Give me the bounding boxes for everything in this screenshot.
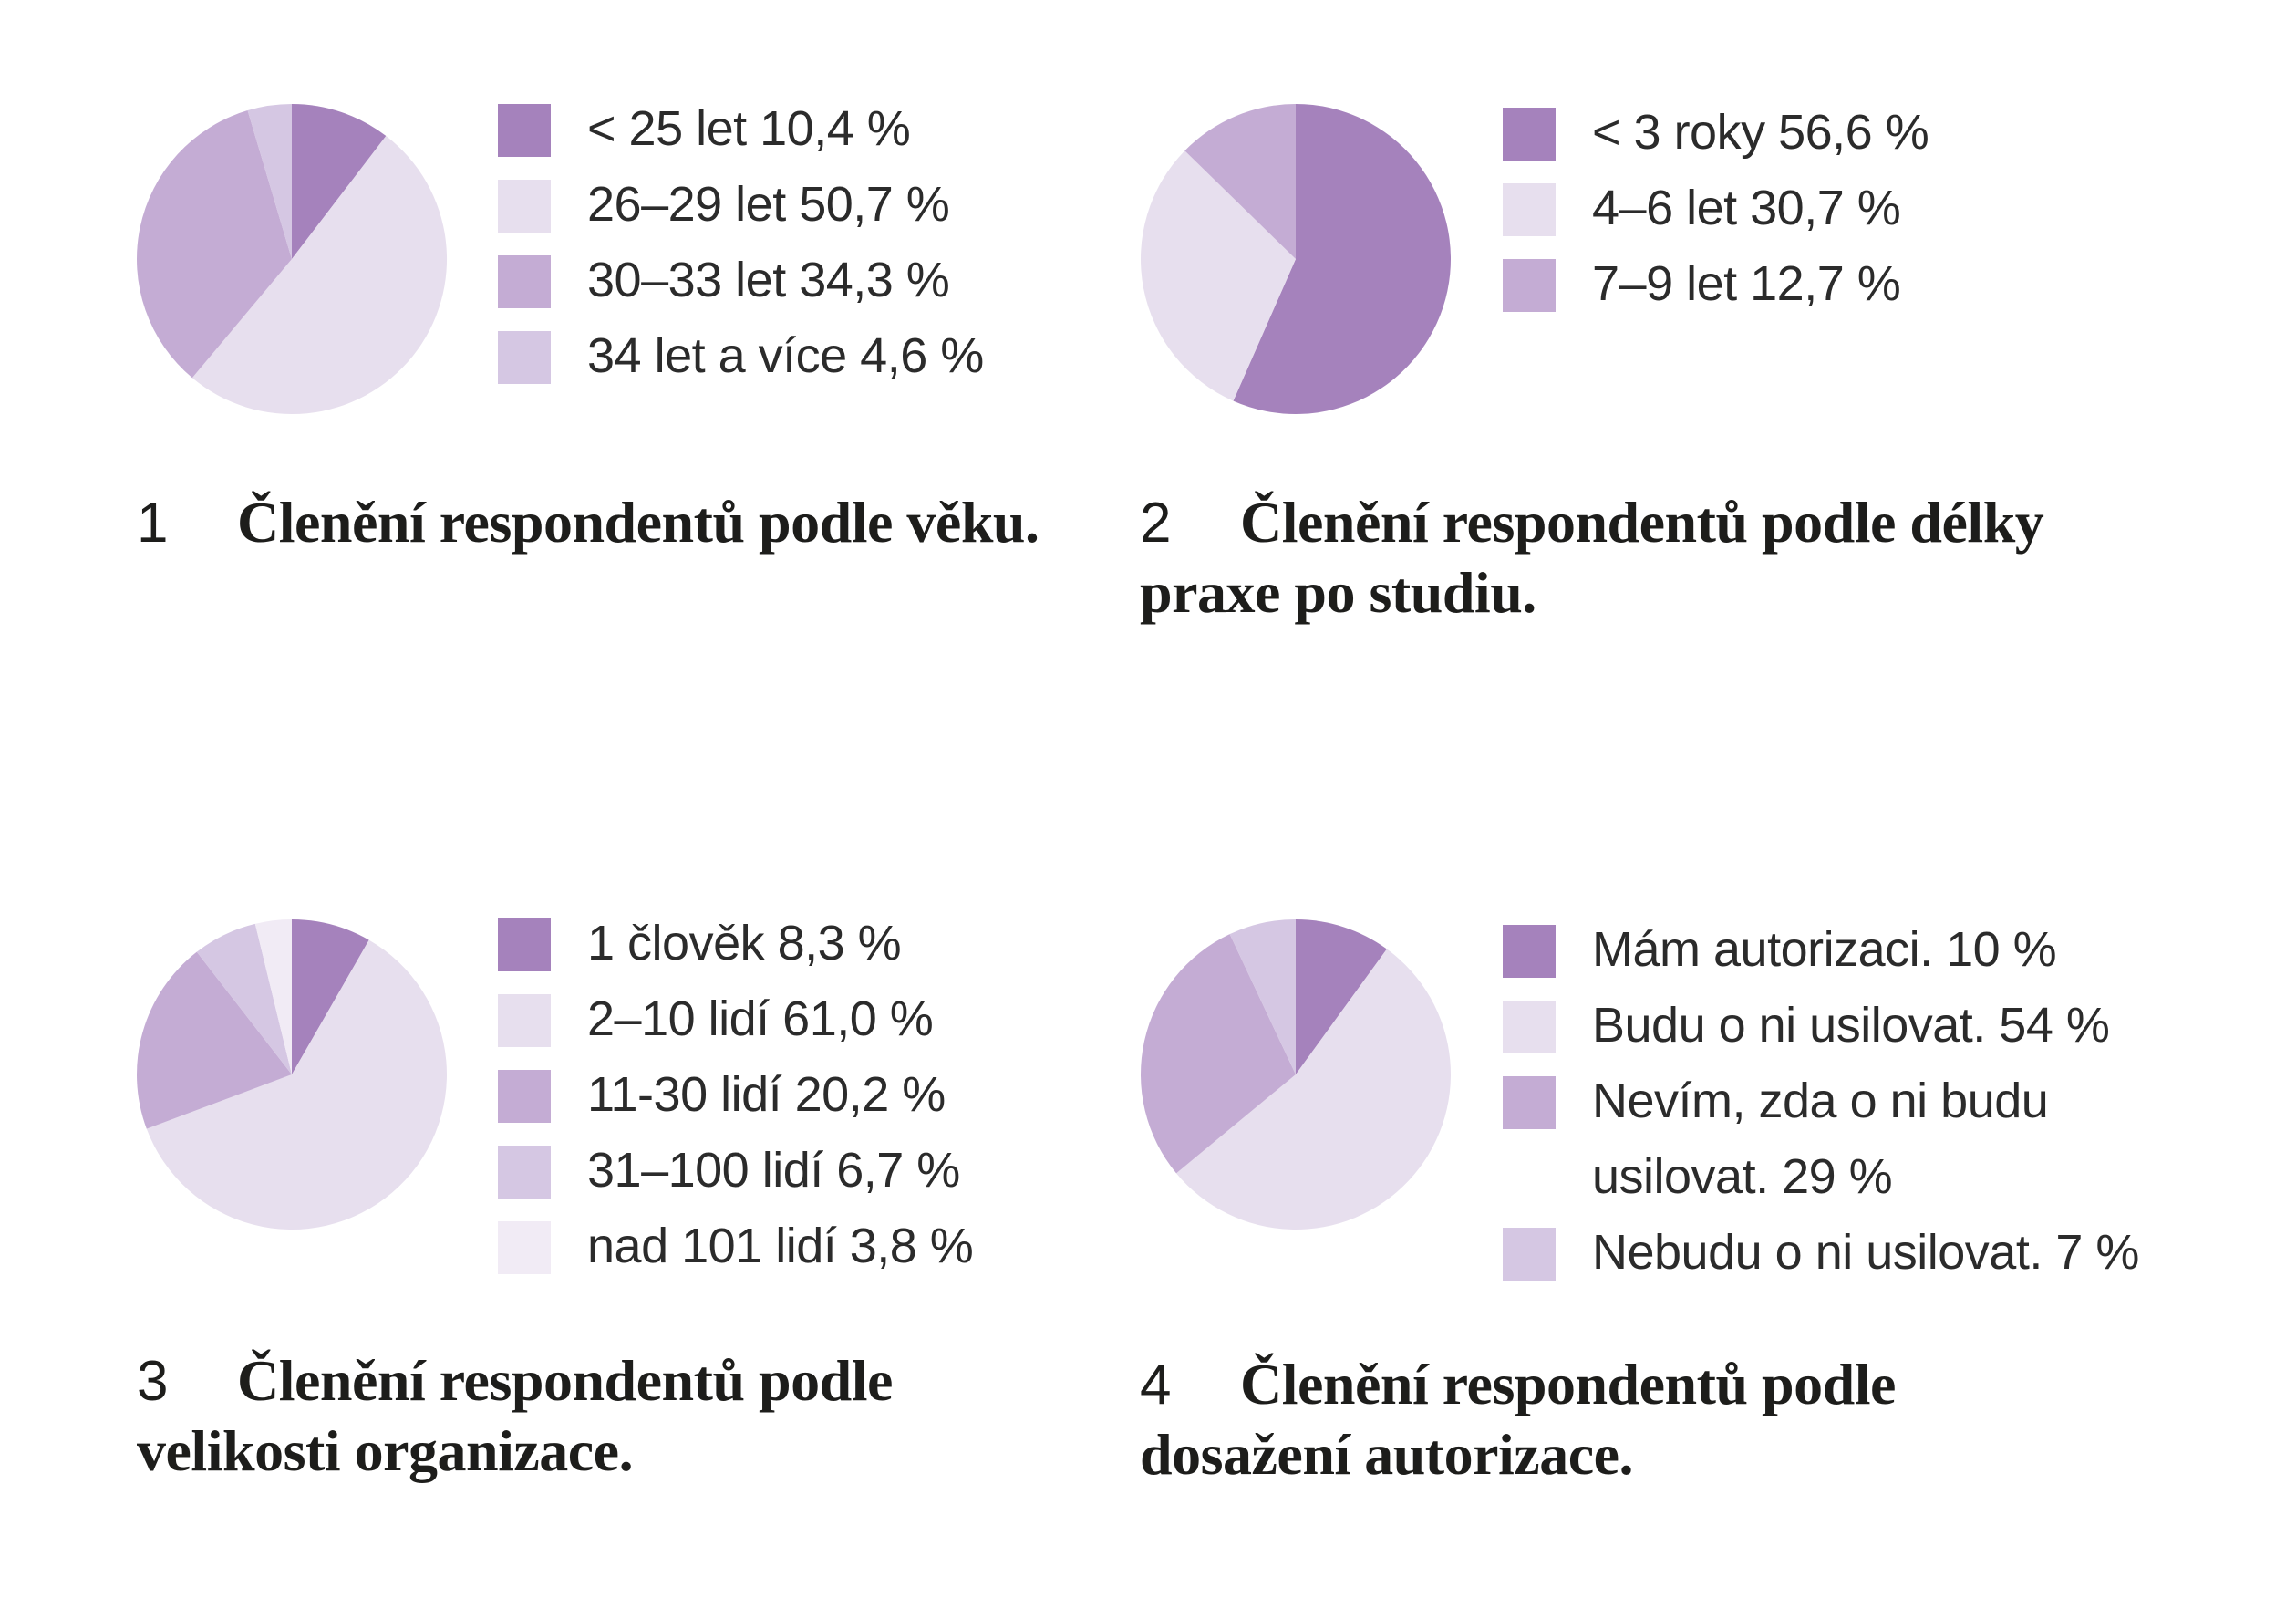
- legend-item: Mám autorizaci. 10 %: [1503, 912, 2196, 988]
- legend-swatch: [1503, 1001, 1556, 1053]
- pie-slice-3: [1184, 104, 1296, 259]
- legend-swatch: [498, 255, 551, 308]
- legend-label: nad 101 lidí 3,8 %: [587, 1219, 974, 1273]
- caption-title: Členění respondentů podle dosažení autor…: [1140, 1352, 1896, 1487]
- pie-chart-3: [137, 919, 448, 1230]
- legend-item: 11-30 lidí 20,2 %: [498, 1057, 1081, 1133]
- pie-slice-2: [146, 939, 448, 1230]
- legend-item: Nevím, zda o ni budu usilovat. 29 %: [1503, 1064, 2196, 1215]
- legend-3: 1 člověk 8,3 % 2–10 lidí 61,0 % 11-30 lidí…: [498, 906, 1081, 1284]
- pie-slice-1: [1296, 919, 1387, 1074]
- pie-slice-3: [137, 110, 292, 379]
- pie-slice-1: [1233, 104, 1452, 414]
- caption-title: Členění respondentů podle délky praxe po…: [1140, 490, 2044, 625]
- legend-label: 4–6 let 30,7 %: [1592, 181, 1901, 235]
- caption-number: 3: [137, 1350, 168, 1413]
- caption-4: 4 Členění respondentů podle dosažení auto…: [1140, 1350, 2052, 1489]
- legend-item: 26–29 let 50,7 %: [498, 167, 1081, 243]
- legend-item: 2–10 lidí 61,0 %: [498, 981, 1081, 1057]
- legend-swatch: [498, 1070, 551, 1123]
- caption-number: 4: [1140, 1354, 1171, 1416]
- legend-swatch: [498, 180, 551, 233]
- pie-chart-4: [1141, 919, 1452, 1230]
- legend-label: 34 let a více 4,6 %: [587, 328, 984, 383]
- legend-label: 26–29 let 50,7 %: [587, 177, 950, 232]
- legend-item: < 25 let 10,4 %: [498, 91, 1081, 167]
- pie-slice-1: [292, 104, 387, 259]
- legend-label: 31–100 lidí 6,7 %: [587, 1143, 960, 1198]
- legend-label: < 3 roky 56,6 %: [1592, 105, 1929, 160]
- legend-swatch: [1503, 259, 1556, 312]
- legend-swatch: [1503, 925, 1556, 978]
- legend-item: nad 101 lidí 3,8 %: [498, 1209, 1081, 1284]
- legend-swatch: [498, 104, 551, 157]
- pie-slice-2: [1141, 150, 1296, 401]
- pie-slice-3: [137, 951, 292, 1129]
- legend-label: < 25 let 10,4 %: [587, 101, 911, 156]
- legend-item: Budu o ni usilovat. 54 %: [1503, 988, 2196, 1064]
- legend-swatch: [1503, 1076, 1556, 1129]
- legend-item: 1 člověk 8,3 %: [498, 906, 1081, 981]
- caption-title: Členění respondentů podle velikosti orga…: [137, 1348, 893, 1483]
- legend-label: 1 člověk 8,3 %: [587, 916, 902, 970]
- caption-3: 3 Členění respondentů podle velikosti org…: [137, 1346, 1049, 1486]
- pie-slice-1: [292, 919, 369, 1074]
- caption-title: Členění respondentů podle věku.: [237, 490, 1039, 555]
- legend-label: 7–9 let 12,7 %: [1592, 256, 1901, 311]
- pie-slice-4: [196, 923, 292, 1074]
- legend-label: Nevím, zda o ni budu usilovat. 29 %: [1592, 1074, 2049, 1204]
- legend-item: Nebudu o ni usilovat. 7 %: [1503, 1215, 2196, 1291]
- legend-2: < 3 roky 56,6 % 4–6 let 30,7 % 7–9 let 12,…: [1503, 95, 2086, 322]
- legend-swatch: [498, 331, 551, 384]
- pie-slice-5: [254, 919, 292, 1074]
- pie-chart-2: [1141, 104, 1452, 414]
- legend-label: Mám autorizaci. 10 %: [1592, 922, 2057, 977]
- legend-swatch: [498, 994, 551, 1047]
- legend-item: < 3 roky 56,6 %: [1503, 95, 2086, 171]
- legend-item: 30–33 let 34,3 %: [498, 243, 1081, 318]
- legend-item: 7–9 let 12,7 %: [1503, 246, 2086, 322]
- caption-number: 2: [1140, 492, 1171, 555]
- caption-1: 1 Členění respondentů podle věku.: [137, 488, 1049, 558]
- pie-slice-4: [247, 104, 292, 259]
- legend-4: Mám autorizaci. 10 % Budu o ni usilovat. …: [1503, 912, 2196, 1291]
- legend-swatch: [1503, 1228, 1556, 1281]
- caption-2: 2 Členění respondentů podle délky praxe p…: [1140, 488, 2143, 628]
- legend-item: 31–100 lidí 6,7 %: [498, 1133, 1081, 1209]
- caption-number: 1: [137, 492, 168, 555]
- legend-item: 4–6 let 30,7 %: [1503, 171, 2086, 246]
- legend-1: < 25 let 10,4 % 26–29 let 50,7 % 30–33 let…: [498, 91, 1081, 394]
- pie-slice-2: [191, 136, 448, 415]
- pie-slice-3: [1141, 934, 1296, 1174]
- legend-swatch: [1503, 183, 1556, 236]
- legend-swatch: [498, 918, 551, 971]
- legend-swatch: [498, 1221, 551, 1274]
- legend-label: 30–33 let 34,3 %: [587, 253, 950, 307]
- legend-swatch: [498, 1146, 551, 1198]
- pie-chart-1: [137, 104, 448, 415]
- pie-slice-4: [1229, 919, 1296, 1074]
- pie-slice-2: [1176, 949, 1452, 1230]
- legend-label: 2–10 lidí 61,0 %: [587, 991, 934, 1046]
- legend-label: Budu o ni usilovat. 54 %: [1592, 998, 2110, 1053]
- legend-label: Nebudu o ni usilovat. 7 %: [1592, 1225, 2139, 1280]
- legend-swatch: [1503, 108, 1556, 161]
- legend-item: 34 let a více 4,6 %: [498, 318, 1081, 394]
- legend-label: 11-30 lidí 20,2 %: [587, 1067, 946, 1122]
